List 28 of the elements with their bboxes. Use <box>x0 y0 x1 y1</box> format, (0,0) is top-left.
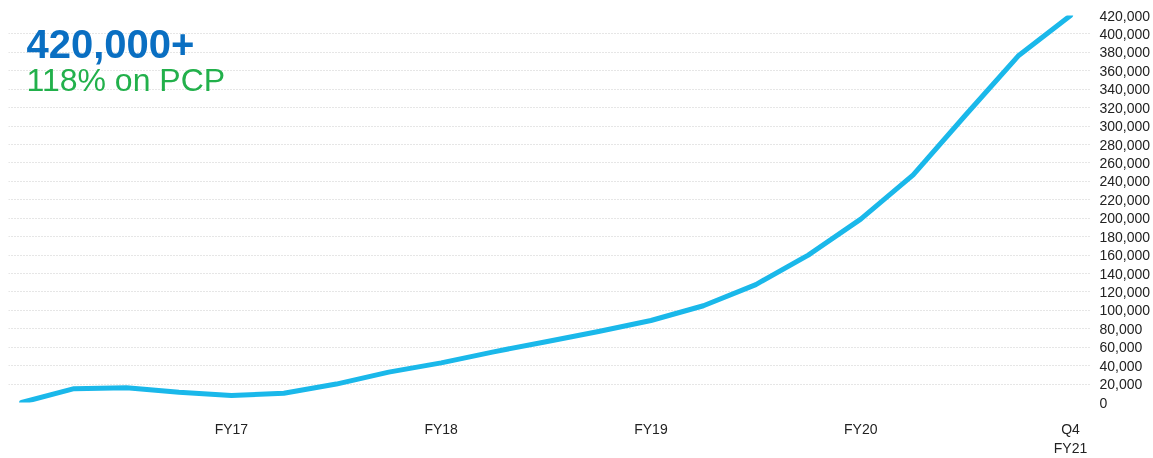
y-tick-label: 300,000 <box>1099 118 1151 135</box>
y-tick-label: 420,000 <box>1099 7 1151 24</box>
y-tick-label: 180,000 <box>1099 228 1151 245</box>
y-tick-label: 140,000 <box>1099 265 1151 282</box>
y-tick-label: 40,000 <box>1099 357 1143 374</box>
y-tick-label: 240,000 <box>1099 173 1151 190</box>
y-tick-label: 160,000 <box>1099 247 1151 264</box>
x-tick-label: FY20 <box>844 420 878 437</box>
y-tick-label: 200,000 <box>1099 210 1151 227</box>
y-tick-label: 120,000 <box>1099 283 1151 300</box>
y-tick-label: 360,000 <box>1099 62 1151 79</box>
x-tick-label: FY19 <box>634 420 668 437</box>
y-tick-label: 380,000 <box>1099 44 1151 61</box>
y-tick-label: 80,000 <box>1099 320 1143 337</box>
y-tick-label: 220,000 <box>1099 191 1151 208</box>
y-tick-label: 260,000 <box>1099 154 1151 171</box>
y-tick-label: 320,000 <box>1099 99 1151 116</box>
y-tick-label: 280,000 <box>1099 136 1151 153</box>
y-tick-label: 400,000 <box>1099 25 1151 42</box>
chart-title: 420,000+ <box>26 21 195 66</box>
y-tick-label: 60,000 <box>1099 339 1143 356</box>
y-tick-label: 20,000 <box>1099 376 1143 393</box>
x-tick-label: FY17 <box>214 420 249 437</box>
x-tick-label: FY18 <box>424 420 459 437</box>
y-tick-label: 340,000 <box>1099 81 1151 98</box>
y-tick-label: 0 <box>1099 394 1108 411</box>
x-tick-label: Q4 FY21 <box>1053 420 1088 456</box>
y-tick-label: 100,000 <box>1099 302 1151 319</box>
